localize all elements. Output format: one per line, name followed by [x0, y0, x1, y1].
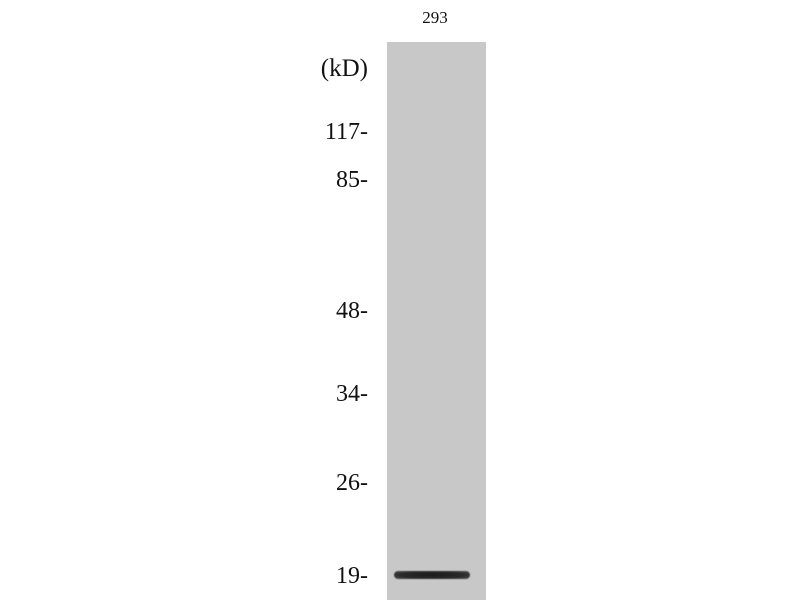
- marker-34: 34-: [336, 381, 368, 407]
- blot-lane-293: [387, 42, 486, 600]
- protein-band-19kd: [394, 571, 470, 579]
- marker-19: 19-: [336, 563, 368, 589]
- marker-26: 26-: [336, 470, 368, 496]
- marker-48: 48-: [336, 298, 368, 324]
- unit-label: (kD): [320, 55, 368, 82]
- marker-117: 117-: [324, 119, 368, 145]
- lane-label-293: 293: [422, 8, 448, 27]
- marker-85: 85-: [336, 167, 368, 193]
